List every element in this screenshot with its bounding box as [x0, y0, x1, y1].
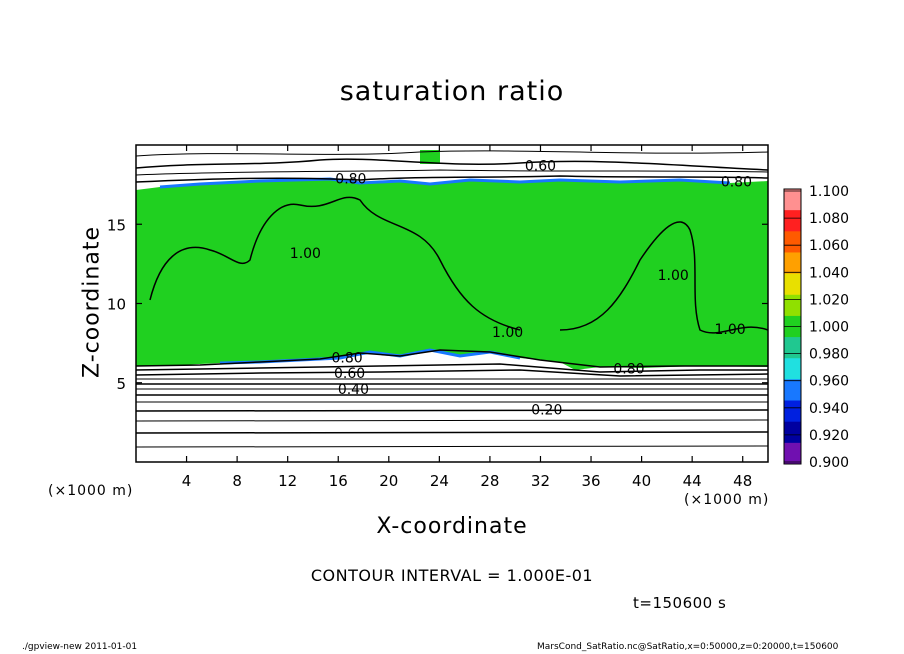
colorbar-swatch — [784, 189, 801, 211]
colorbar-label: 1.060 — [809, 238, 849, 254]
x-tick-label: 8 — [232, 472, 242, 490]
colorbar-label: 1.040 — [809, 265, 849, 281]
colorbar-label: 1.100 — [809, 184, 849, 200]
contour-label: 0.80 — [721, 174, 752, 190]
contour-label: 0.80 — [613, 361, 644, 377]
x-tick-label: 4 — [182, 472, 192, 490]
footer-right: MarsCond_SatRatio.nc@SatRatio,x=0:50000,… — [537, 642, 839, 652]
contour-label: 0.20 — [531, 403, 562, 419]
colorbar-label: 1.020 — [809, 292, 849, 308]
colorbar-swatch — [784, 252, 801, 275]
chart-title: saturation ratio — [339, 76, 565, 107]
colorbar-swatch — [784, 421, 801, 444]
y-tick-label: 10 — [107, 296, 126, 314]
contour-labels: 0.600.80 0.801.001.001.001.000.800.800.60… — [290, 159, 752, 419]
colorbar-swatch — [784, 400, 801, 423]
colorbar: 1.100 1.080 1.060 1.040 1.020 1.000 0.980 0.960… — [783, 184, 849, 471]
x-tick-label: 24 — [430, 472, 449, 490]
colorbar-swatch — [784, 273, 801, 296]
time-stamp: t=150600 s — [633, 594, 727, 612]
colorbar-swatch — [784, 231, 801, 253]
x-axis-unit: (×1000 m) — [684, 492, 770, 508]
colorbar-label: 1.080 — [809, 211, 849, 227]
x-tick-label: 36 — [581, 472, 600, 490]
contour-label: 0.40 — [338, 382, 369, 398]
footer-left: ./gpview-new 2011-01-01 — [22, 642, 138, 652]
x-tick-label: 16 — [329, 472, 348, 490]
colorbar-swatch — [784, 210, 801, 232]
colorbar-label: 0.960 — [809, 374, 849, 390]
x-tick-label: 20 — [379, 472, 398, 490]
colorbar-swatch — [784, 294, 801, 317]
y-tick-label: 15 — [107, 216, 126, 234]
y-axis-unit: (×1000 m) — [48, 483, 134, 499]
contour-label: 0.60 — [334, 366, 365, 382]
colorbar-swatch — [784, 442, 801, 465]
colorbar-swatch — [784, 358, 801, 380]
colorbar-label: 0.920 — [809, 428, 849, 444]
x-tick-label: 32 — [531, 472, 550, 490]
contour-interval: CONTOUR INTERVAL = 1.000E-01 — [310, 566, 594, 585]
y-axis-label: Z-coordinate — [79, 226, 105, 378]
contour-label: 0.80 — [335, 171, 366, 187]
colorbar-swatch — [784, 337, 801, 359]
contour-label: 1.00 — [492, 325, 523, 341]
contour-lines — [136, 150, 768, 448]
colorbar-label: 0.980 — [809, 347, 849, 363]
contour-label: 1.00 — [658, 268, 689, 284]
contour-label: 0.80 — [332, 350, 363, 366]
colorbar-swatch — [784, 379, 801, 402]
x-tick-label: 44 — [683, 472, 702, 490]
saturation-band — [136, 179, 768, 370]
contour-label: 0.60 — [525, 159, 556, 175]
x-axis-label: X-coordinate — [376, 514, 528, 539]
x-tick-label: 48 — [733, 472, 752, 490]
colorbar-label: 0.940 — [809, 401, 849, 417]
x-tick-label: 12 — [278, 472, 297, 490]
x-axis: 4 8 12 16 20 24 28 32 36 40 44 48 — [182, 145, 752, 490]
colorbar-label: 1.000 — [809, 320, 849, 336]
colorbar-label: 0.900 — [809, 455, 849, 471]
contour-label: 1.00 — [714, 322, 745, 338]
y-tick-label: 5 — [116, 375, 126, 393]
plot-area — [136, 145, 768, 462]
y-axis: 5 10 15 — [107, 216, 768, 393]
x-tick-label: 28 — [480, 472, 499, 490]
contour-label: 1.00 — [290, 246, 321, 262]
x-tick-label: 40 — [632, 472, 651, 490]
